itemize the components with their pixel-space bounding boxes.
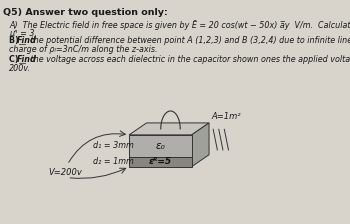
Text: C): C) xyxy=(9,55,21,64)
Text: A=1m²: A=1m² xyxy=(212,112,242,121)
Text: d₂ = 1mm: d₂ = 1mm xyxy=(93,157,134,166)
Text: charge of ρₗ=3nC/m along the z-axis.: charge of ρₗ=3nC/m along the z-axis. xyxy=(9,45,158,54)
Text: 200v.: 200v. xyxy=(9,64,31,73)
Text: the potential difference between point A (1,2,3) and B (3,2,4) due to infinite l: the potential difference between point A… xyxy=(28,37,350,45)
Text: Find: Find xyxy=(17,37,36,45)
Text: the voltage across each dielectric in the capacitor shown ones the applied volta: the voltage across each dielectric in th… xyxy=(28,55,350,64)
Text: Find: Find xyxy=(17,55,36,64)
Text: Q5) Answer two question only:: Q5) Answer two question only: xyxy=(3,8,168,17)
Text: εᴿ=5: εᴿ=5 xyxy=(149,157,172,166)
Text: V=200v: V=200v xyxy=(48,168,82,177)
Text: ε₀: ε₀ xyxy=(155,141,165,151)
Bar xyxy=(129,135,192,157)
Text: B): B) xyxy=(9,37,22,45)
Polygon shape xyxy=(129,123,209,135)
Text: μᴿ = 3.: μᴿ = 3. xyxy=(9,28,37,38)
Text: A)  The Electric field in free space is given by Ē = 20 cos(wt − 50x) a̅y  V/m. : A) The Electric field in free space is g… xyxy=(9,19,350,30)
Polygon shape xyxy=(192,123,209,167)
Bar xyxy=(129,157,192,167)
Text: d₁ = 3mm: d₁ = 3mm xyxy=(93,141,134,150)
